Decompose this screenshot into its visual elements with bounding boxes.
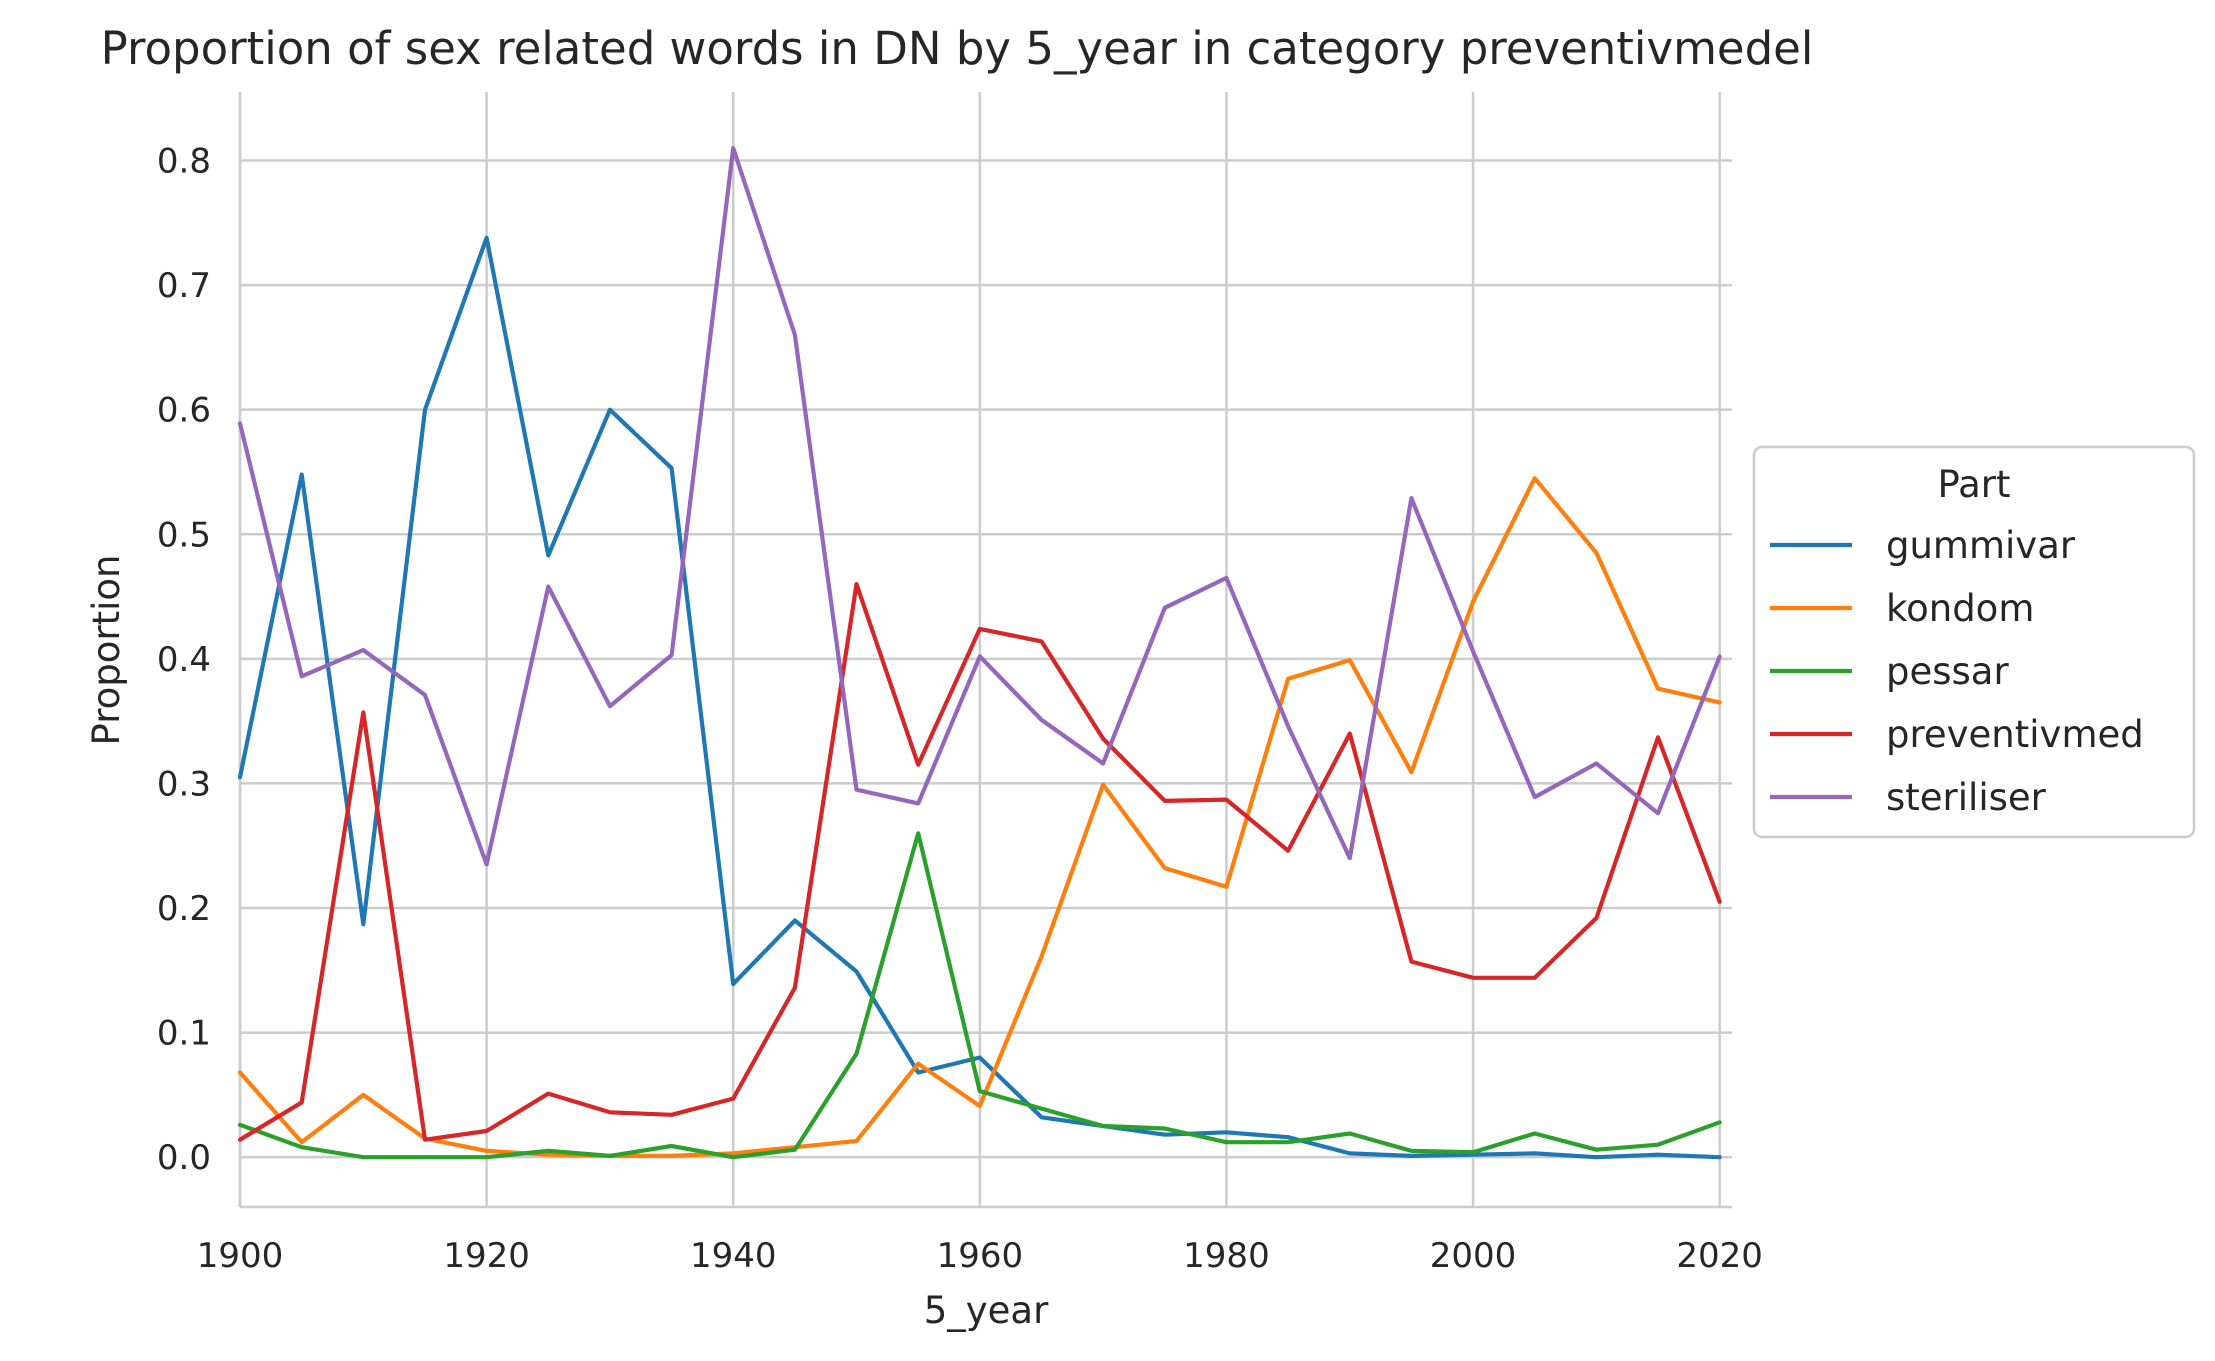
x-tick-label: 2020 [1676,1236,1763,1276]
series-lines [237,146,1722,1160]
chart-title: Proportion of sex related words in DN by… [101,22,1814,75]
legend-label-kondom: kondom [1886,587,2034,630]
y-tick-label: 0.0 [157,1138,211,1178]
x-tick-label: 1900 [197,1236,284,1276]
legend-label-pessar: pessar [1886,650,2009,693]
legend-label-steriliser: steriliser [1886,776,2047,819]
y-tick-label: 0.8 [157,142,211,182]
series-line-kondom [237,476,1722,1159]
legend-title: Part [1937,463,2010,506]
y-tick-label: 0.1 [157,1014,211,1054]
x-tick-label: 2000 [1430,1236,1517,1276]
tick-labels: 1900 1920 1940 1960 1980 2000 2020 0.0 0.1 0.2 0.3… [157,142,1763,1276]
x-tick-label: 1960 [937,1236,1024,1276]
y-tick-label: 0.7 [157,266,211,306]
y-tick-label: 0.3 [157,764,211,804]
y-axis-label: Proportion [85,555,128,746]
legend-label-preventivmed: preventivmed [1886,713,2144,756]
series-line-gummivar [237,235,1722,1160]
y-tick-label: 0.5 [157,515,211,555]
y-tick-label: 0.4 [157,640,211,680]
series-line-preventivmed [237,581,1722,1142]
x-axis-label: 5_year [924,1289,1049,1332]
legend-box [1752,445,2196,839]
x-tick-label: 1980 [1183,1236,1270,1276]
legend: Part gummivar kondom pessar preventivmed ste… [1752,445,2196,839]
y-tick-label: 0.2 [157,889,211,929]
legend-label-gummivar: gummivar [1886,524,2076,567]
legend-items: gummivar kondom pessar preventivmed sterilis… [1770,524,2144,819]
series-line-steriliser [237,146,1722,867]
x-tick-label: 1940 [690,1236,777,1276]
x-tick-label: 1920 [443,1236,530,1276]
series-line-pessar [237,831,1722,1160]
y-tick-label: 0.6 [157,391,211,431]
